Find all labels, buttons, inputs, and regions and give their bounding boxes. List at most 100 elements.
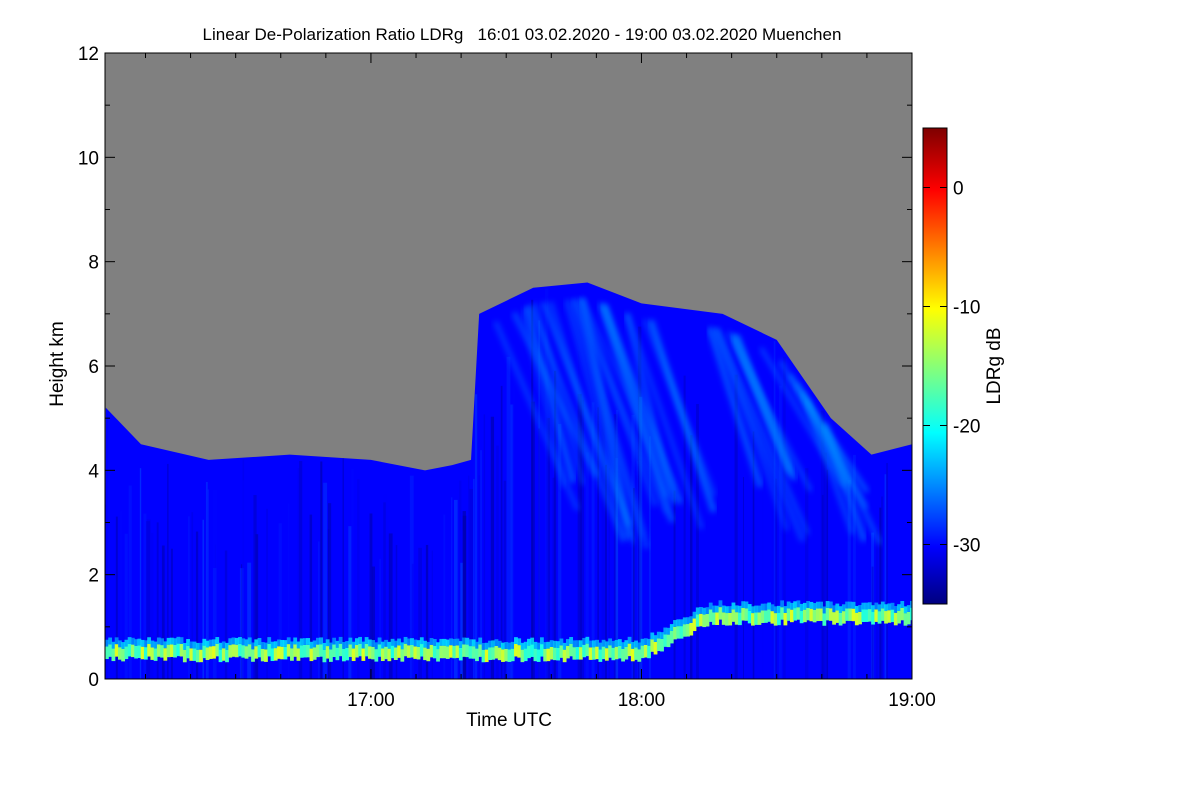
y-tick-label: 8 — [88, 253, 99, 274]
aerosol-layer-edge — [465, 637, 470, 645]
aerosol-layer-cell — [802, 609, 807, 623]
aerosol-layer-cell — [254, 646, 259, 659]
aerosol-layer-cell — [734, 612, 739, 625]
aerosol-layer-edge — [491, 640, 496, 648]
aerosol-layer-cell — [760, 610, 765, 623]
signal-streak — [309, 514, 313, 679]
signal-streak — [369, 513, 373, 679]
aerosol-layer-edge — [296, 641, 301, 649]
aerosol-layer-edge — [445, 639, 450, 647]
aerosol-layer-cell — [708, 609, 713, 622]
fall-streak — [625, 313, 704, 530]
aerosol-layer-edge — [283, 640, 288, 647]
aerosol-layer-edge — [734, 605, 739, 613]
aerosol-layer-edge — [127, 637, 132, 644]
aerosol-layer-cell — [335, 647, 340, 661]
aerosol-layer-edge — [481, 642, 486, 650]
aerosol-layer-cell — [153, 648, 158, 661]
aerosol-layer-cell — [699, 613, 703, 627]
aerosol-layer-edge — [864, 602, 869, 610]
aerosol-layer-edge — [640, 638, 645, 646]
aerosol-layer-edge — [247, 637, 252, 645]
fall-streak — [648, 319, 717, 513]
signal-streak — [468, 475, 470, 679]
signal-streak — [320, 461, 323, 679]
aerosol-layer-cell — [280, 646, 285, 660]
signal-streak — [512, 343, 516, 679]
aerosol-layer-cell — [770, 611, 775, 624]
aerosol-layer-cell — [591, 647, 596, 660]
aerosol-layer-edge — [254, 639, 259, 647]
signal-streak — [120, 511, 122, 679]
aerosol-layer-cell — [267, 643, 272, 657]
aerosol-layer-edge — [806, 601, 811, 608]
chart-title: Linear De-Polarization Ratio LDRg 16:01 … — [203, 25, 842, 44]
aerosol-layer-cell — [432, 645, 437, 659]
aerosol-layer-edge — [543, 642, 548, 649]
aerosol-layer-cell — [773, 613, 778, 626]
signal-streak — [150, 532, 154, 679]
aerosol-layer-edge — [299, 638, 304, 646]
signal-streak — [591, 402, 595, 679]
aerosol-layer-edge — [828, 601, 833, 609]
aerosol-layer-edge — [105, 639, 109, 647]
fall-streak — [579, 297, 676, 491]
aerosol-layer-edge — [721, 605, 726, 613]
aerosol-layer-edge — [747, 604, 752, 611]
aerosol-layer-edge — [903, 606, 908, 614]
aerosol-layer-edge — [845, 601, 849, 609]
aerosol-layer-cell — [841, 611, 846, 624]
aerosol-layer-edge — [624, 640, 629, 647]
aerosol-layer-edge — [523, 641, 528, 649]
aerosol-layer-edge — [569, 637, 574, 644]
signal-streak — [460, 562, 463, 679]
aerosol-layer-edge — [705, 607, 710, 614]
aerosol-layer-cell — [182, 649, 187, 663]
signal-streak — [635, 475, 638, 679]
aerosol-layer-cell — [721, 612, 726, 625]
aerosol-layer-cell — [780, 607, 785, 620]
signal-streak — [411, 563, 414, 679]
aerosol-layer-cell — [757, 612, 762, 625]
aerosol-layer-cell — [163, 648, 168, 661]
aerosol-layer-edge — [660, 632, 664, 639]
y-axis-label: Height km — [47, 321, 68, 407]
aerosol-layer-cell — [351, 648, 356, 662]
aerosol-layer-cell — [348, 644, 353, 657]
signal-streak — [585, 452, 589, 679]
aerosol-layer-edge — [121, 642, 126, 649]
signal-streak — [696, 404, 699, 679]
signal-streak — [823, 452, 828, 679]
aerosol-layer-edge — [634, 640, 638, 648]
aerosol-layer-edge — [530, 637, 535, 645]
aerosol-layer-edge — [559, 638, 564, 646]
aerosol-layer-cell — [806, 607, 811, 621]
aerosol-layer-cell — [825, 607, 830, 621]
signal-streak — [538, 428, 540, 679]
aerosol-layer-cell — [504, 648, 509, 662]
aerosol-layer-edge — [484, 642, 489, 650]
aerosol-layer-cell — [751, 613, 755, 626]
aerosol-layer-cell — [569, 643, 574, 657]
signal-streak — [608, 468, 610, 679]
aerosol-layer-edge — [786, 601, 791, 609]
signal-streak — [631, 414, 635, 679]
aerosol-layer-cell — [338, 643, 343, 657]
aerosol-layer-cell — [484, 649, 489, 663]
aerosol-layer-edge — [731, 602, 736, 610]
signal-streak — [191, 512, 194, 679]
aerosol-layer-edge — [147, 637, 151, 645]
aerosol-layer-cell — [160, 645, 164, 658]
aerosol-layer-cell — [527, 645, 531, 659]
aerosol-layer-cell — [322, 649, 327, 663]
aerosol-layer-edge — [867, 602, 872, 610]
aerosol-layer-cell — [494, 645, 499, 659]
aerosol-layer-edge — [354, 638, 359, 645]
aerosol-layer-cell — [377, 644, 382, 657]
aerosol-layer-cell — [572, 647, 577, 660]
aerosol-layer-cell — [906, 611, 911, 625]
aerosol-layer-edge — [809, 601, 814, 609]
aerosol-layer-edge — [351, 641, 356, 649]
aerosol-layer-cell — [400, 649, 405, 662]
aerosol-layer-edge — [380, 641, 385, 649]
